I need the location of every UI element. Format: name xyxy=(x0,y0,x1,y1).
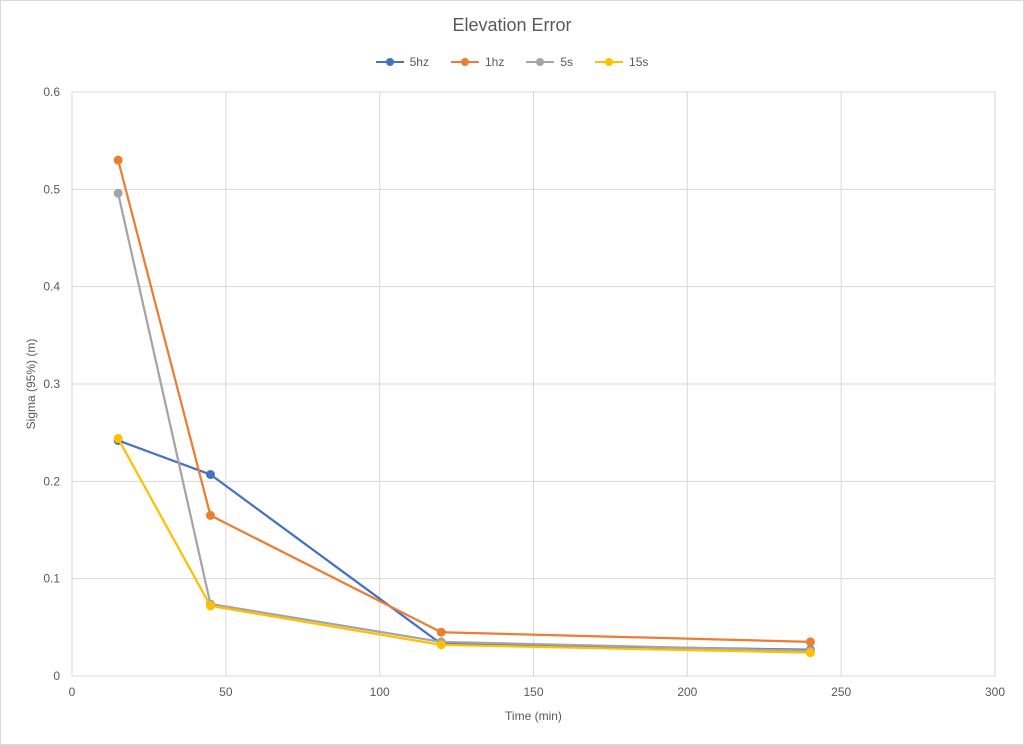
y-tick-label: 0.3 xyxy=(43,377,60,391)
x-tick-label: 50 xyxy=(219,685,233,699)
data-point-1hz xyxy=(113,155,123,165)
y-axis-label: Sigma (95%) (m) xyxy=(24,339,38,430)
y-tick-label: 0.6 xyxy=(43,85,60,99)
legend-item-5s: 5s xyxy=(526,55,573,69)
legend-label-5hz: 5hz xyxy=(409,55,429,69)
series-line-5hz xyxy=(117,439,811,651)
legend-swatch-5hz xyxy=(375,56,404,68)
x-tick-label: 150 xyxy=(523,685,543,699)
gridlines xyxy=(71,91,996,677)
data-point-1hz xyxy=(205,510,215,520)
y-tick-label: 0 xyxy=(53,669,60,683)
data-point-1hz xyxy=(436,627,446,637)
chart-legend: 5hz 1hz 5s 15s xyxy=(0,55,1024,69)
y-tick-label: 0.1 xyxy=(43,572,60,586)
legend-item-1hz: 1hz xyxy=(450,55,505,69)
data-point-15s xyxy=(436,640,446,650)
data-point-15s xyxy=(205,601,215,611)
data-point-15s xyxy=(805,648,815,658)
y-tick-label: 0.4 xyxy=(43,280,60,294)
legend-item-5hz: 5hz xyxy=(375,55,429,69)
x-tick-label: 100 xyxy=(370,685,390,699)
legend-label-5s: 5s xyxy=(560,55,574,69)
data-point-15s xyxy=(113,434,123,444)
y-tick-labels: 0 0.1 0.2 0.3 0.4 0.5 0.6 xyxy=(43,85,60,683)
x-tick-label: 300 xyxy=(985,685,1005,699)
series-line-5s xyxy=(117,192,811,652)
legend-label-15s: 15s xyxy=(629,55,649,69)
chart-title: Elevation Error xyxy=(452,15,572,35)
y-tick-label: 0.5 xyxy=(43,182,60,196)
series-line-1hz xyxy=(117,159,811,644)
x-tick-labels: 0 50 100 150 200 250 300 xyxy=(69,685,1006,699)
y-tick-label: 0.2 xyxy=(43,474,60,488)
legend-label-1hz: 1hz xyxy=(484,55,505,69)
x-tick-label: 0 xyxy=(69,685,76,699)
data-point-5s xyxy=(113,188,123,198)
legend-item-15s: 15s xyxy=(595,55,648,69)
x-axis-label: Time (min) xyxy=(505,709,562,723)
series-line-15s xyxy=(117,437,811,654)
x-tick-label: 200 xyxy=(677,685,697,699)
data-point-1hz xyxy=(805,637,815,647)
legend-swatch-15s xyxy=(595,56,624,68)
data-point-5hz xyxy=(205,470,215,480)
series-lines xyxy=(113,155,815,658)
legend-swatch-5s xyxy=(526,56,555,68)
x-tick-label: 250 xyxy=(831,685,851,699)
legend-swatch-1hz xyxy=(450,56,479,68)
